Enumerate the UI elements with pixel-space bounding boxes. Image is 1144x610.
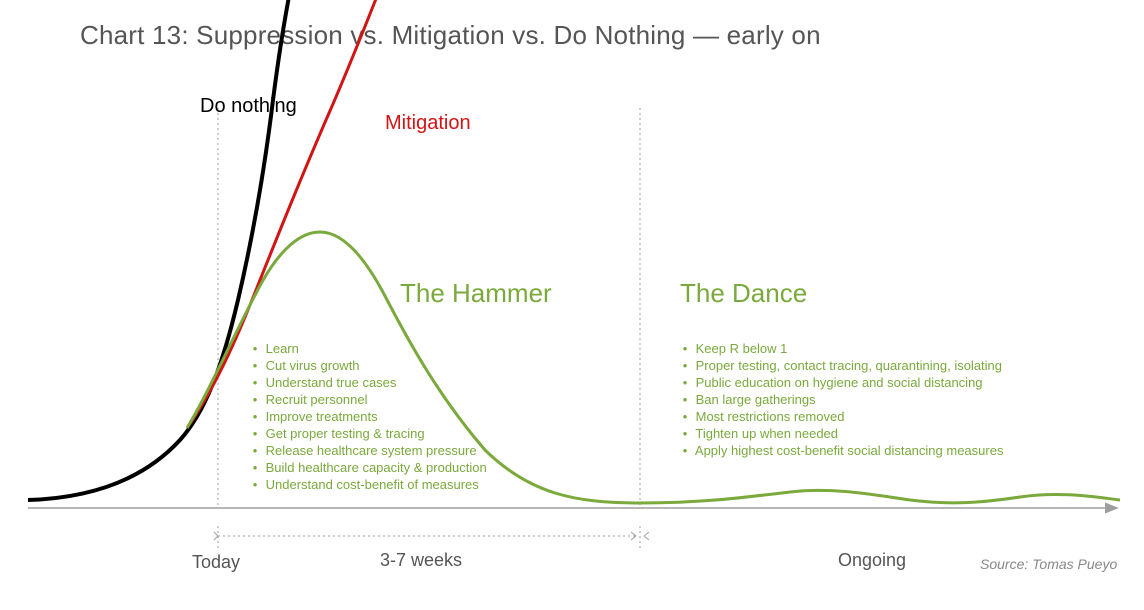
bullet-dot-icon: •	[248, 391, 262, 408]
bullet-item: • Understand true cases	[248, 374, 487, 391]
bullet-item: • Tighten up when needed	[678, 425, 1003, 442]
label-mitigation: Mitigation	[385, 112, 471, 135]
bullet-text: Most restrictions removed	[692, 409, 844, 424]
source-credit: Source: Tomas Pueyo	[980, 556, 1117, 572]
phase-dance-bullets: • Keep R below 1• Proper testing, contac…	[678, 340, 1003, 459]
bullet-text: Apply highest cost-benefit social distan…	[692, 443, 1003, 458]
label-range-hammer: 3-7 weeks	[380, 550, 462, 571]
label-today: Today	[192, 552, 240, 573]
chart-svg	[0, 0, 1144, 610]
bullet-text: Learn	[262, 341, 299, 356]
bullet-text: Build healthcare capacity & production	[262, 460, 487, 475]
bullet-item: • Apply highest cost-benefit social dist…	[678, 442, 1003, 459]
phase-hammer-bullets: • Learn• Cut virus growth• Understand tr…	[248, 340, 487, 493]
bullet-text: Tighten up when needed	[692, 426, 838, 441]
bullet-dot-icon: •	[678, 374, 692, 391]
bullet-dot-icon: •	[678, 391, 692, 408]
bullet-dot-icon: •	[678, 357, 692, 374]
bullet-text: Understand cost-benefit of measures	[262, 477, 479, 492]
bullet-item: • Ban large gatherings	[678, 391, 1003, 408]
bullet-dot-icon: •	[248, 357, 262, 374]
bullet-item: • Learn	[248, 340, 487, 357]
bullet-item: • Recruit personnel	[248, 391, 487, 408]
bullet-dot-icon: •	[678, 425, 692, 442]
bullet-text: Get proper testing & tracing	[262, 426, 425, 441]
range-hammer	[214, 526, 640, 548]
bullet-dot-icon: •	[248, 408, 262, 425]
bullet-text: Ban large gatherings	[692, 392, 816, 407]
bullet-item: • Cut virus growth	[248, 357, 487, 374]
bullet-item: • Build healthcare capacity & production	[248, 459, 487, 476]
bullet-text: Proper testing, contact tracing, quarant…	[692, 358, 1002, 373]
bullet-text: Cut virus growth	[262, 358, 360, 373]
phase-hammer-title: The Hammer	[400, 278, 552, 309]
bullet-text: Keep R below 1	[692, 341, 787, 356]
bullet-text: Release healthcare system pressure	[262, 443, 477, 458]
phase-dance-title: The Dance	[680, 278, 807, 309]
bullet-item: • Release healthcare system pressure	[248, 442, 487, 459]
bullet-dot-icon: •	[248, 425, 262, 442]
bullet-dot-icon: •	[248, 476, 262, 493]
bullet-dot-icon: •	[248, 442, 262, 459]
bullet-dot-icon: •	[678, 442, 692, 459]
bullet-item: • Keep R below 1	[678, 340, 1003, 357]
bullet-item: • Proper testing, contact tracing, quara…	[678, 357, 1003, 374]
bullet-text: Improve treatments	[262, 409, 378, 424]
bullet-dot-icon: •	[248, 374, 262, 391]
label-range-dance: Ongoing	[838, 550, 906, 571]
bullet-item: • Most restrictions removed	[678, 408, 1003, 425]
range-dance	[644, 532, 649, 540]
bullet-text: Understand true cases	[262, 375, 396, 390]
bullet-dot-icon: •	[678, 408, 692, 425]
bullet-item: • Understand cost-benefit of measures	[248, 476, 487, 493]
label-do-nothing: Do nothing	[200, 95, 297, 118]
bullet-dot-icon: •	[248, 459, 262, 476]
bullet-item: • Public education on hygiene and social…	[678, 374, 1003, 391]
bullet-text: Public education on hygiene and social d…	[692, 375, 983, 390]
bullet-dot-icon: •	[678, 340, 692, 357]
bullet-item: • Improve treatments	[248, 408, 487, 425]
bullet-dot-icon: •	[248, 340, 262, 357]
bullet-item: • Get proper testing & tracing	[248, 425, 487, 442]
bullet-text: Recruit personnel	[262, 392, 368, 407]
